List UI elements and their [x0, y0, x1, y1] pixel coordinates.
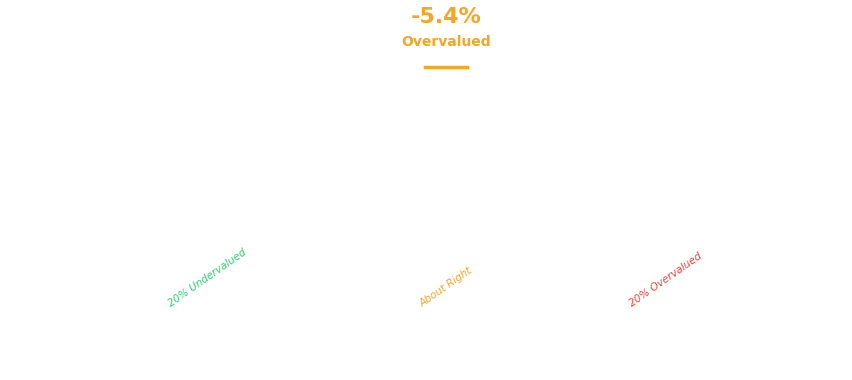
Text: AU$0.44: AU$0.44: [357, 141, 441, 158]
Text: About Right: About Right: [417, 265, 474, 309]
Text: AU$0.42: AU$0.42: [348, 245, 432, 263]
Text: Overvalued: Overvalued: [400, 35, 491, 49]
Text: 20% Undervalued: 20% Undervalued: [166, 247, 248, 309]
Text: Fair Value: Fair Value: [366, 222, 432, 235]
Text: Current Price: Current Price: [354, 117, 441, 131]
Text: -5.4%: -5.4%: [410, 7, 481, 27]
Text: 20% Overvalued: 20% Overvalued: [626, 251, 703, 309]
